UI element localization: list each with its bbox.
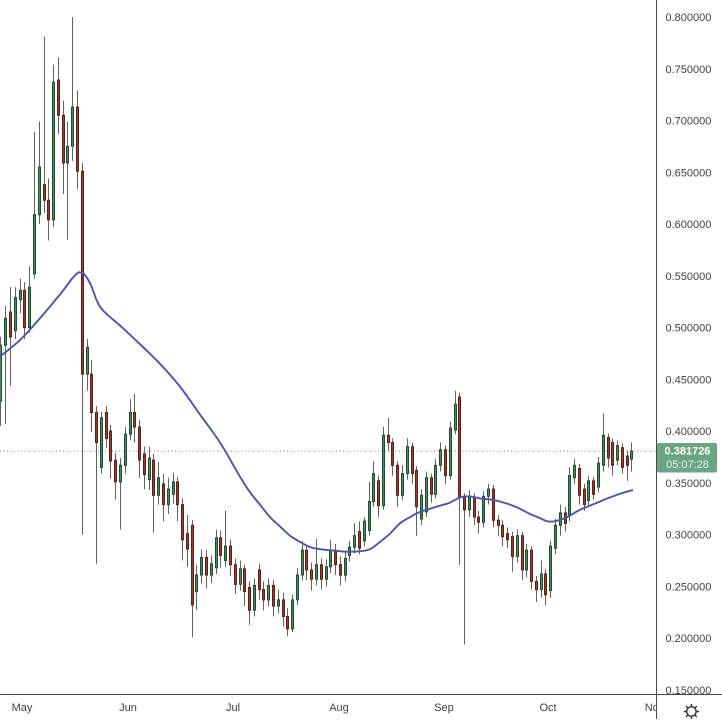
svg-text:0.450000: 0.450000 xyxy=(666,374,712,386)
svg-text:0.550000: 0.550000 xyxy=(666,271,712,283)
svg-text:0.381726: 0.381726 xyxy=(665,445,711,457)
svg-text:0.700000: 0.700000 xyxy=(666,116,712,128)
svg-text:0.600000: 0.600000 xyxy=(666,219,712,231)
svg-text:0.300000: 0.300000 xyxy=(666,530,712,542)
svg-text:0.150000: 0.150000 xyxy=(666,685,712,697)
svg-text:0.200000: 0.200000 xyxy=(666,633,712,645)
svg-text:Sep: Sep xyxy=(434,702,454,714)
svg-text:0.500000: 0.500000 xyxy=(666,323,712,335)
svg-text:May: May xyxy=(12,702,33,714)
svg-text:05:07:28: 05:07:28 xyxy=(666,459,709,471)
svg-text:Jul: Jul xyxy=(226,702,240,714)
svg-text:Aug: Aug xyxy=(329,702,349,714)
svg-text:0.400000: 0.400000 xyxy=(666,426,712,438)
svg-text:0.250000: 0.250000 xyxy=(666,582,712,594)
svg-text:Jun: Jun xyxy=(119,702,137,714)
svg-text:0.800000: 0.800000 xyxy=(666,12,712,24)
svg-text:0.750000: 0.750000 xyxy=(666,64,712,76)
svg-text:0.350000: 0.350000 xyxy=(666,478,712,490)
svg-text:Oct: Oct xyxy=(539,702,556,714)
svg-text:0.650000: 0.650000 xyxy=(666,167,712,179)
